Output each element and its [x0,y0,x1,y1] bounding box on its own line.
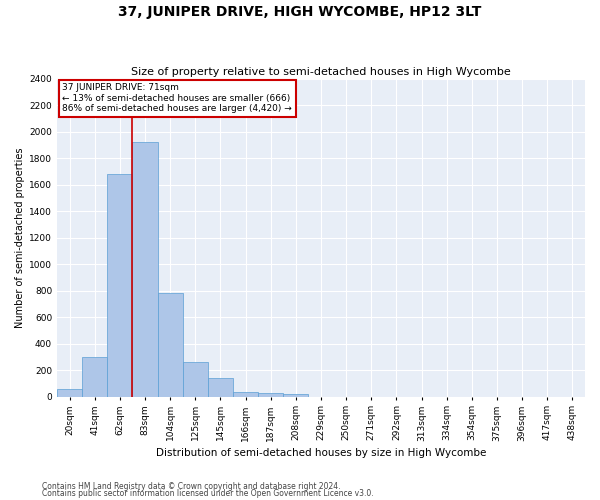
Bar [258,393,283,396]
Text: 37 JUNIPER DRIVE: 71sqm
← 13% of semi-detached houses are smaller (666)
86% of s: 37 JUNIPER DRIVE: 71sqm ← 13% of semi-de… [62,84,292,113]
Title: Size of property relative to semi-detached houses in High Wycombe: Size of property relative to semi-detach… [131,66,511,76]
Bar [133,142,158,397]
Bar [233,392,258,396]
Y-axis label: Number of semi-detached properties: Number of semi-detached properties [15,148,25,328]
Bar [158,293,183,397]
Bar [82,358,107,397]
Text: Contains HM Land Registry data © Crown copyright and database right 2024.: Contains HM Land Registry data © Crown c… [42,482,341,491]
Text: Contains public sector information licensed under the Open Government Licence v3: Contains public sector information licen… [42,490,374,498]
X-axis label: Distribution of semi-detached houses by size in High Wycombe: Distribution of semi-detached houses by … [156,448,486,458]
Text: 37, JUNIPER DRIVE, HIGH WYCOMBE, HP12 3LT: 37, JUNIPER DRIVE, HIGH WYCOMBE, HP12 3L… [118,5,482,19]
Bar [283,394,308,396]
Bar [208,378,233,396]
Bar [107,174,133,396]
Bar [57,390,82,396]
Bar [183,362,208,396]
